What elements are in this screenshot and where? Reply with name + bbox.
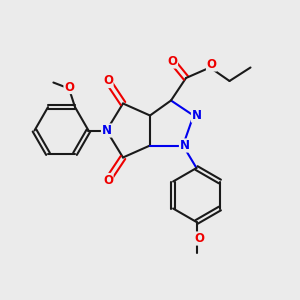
Text: O: O <box>103 74 113 88</box>
Text: O: O <box>64 80 74 94</box>
Text: O: O <box>194 232 205 245</box>
Text: N: N <box>191 109 202 122</box>
Text: O: O <box>167 55 178 68</box>
Text: N: N <box>101 124 112 137</box>
Text: N: N <box>179 139 190 152</box>
Text: O: O <box>103 173 113 187</box>
Text: O: O <box>206 58 217 71</box>
